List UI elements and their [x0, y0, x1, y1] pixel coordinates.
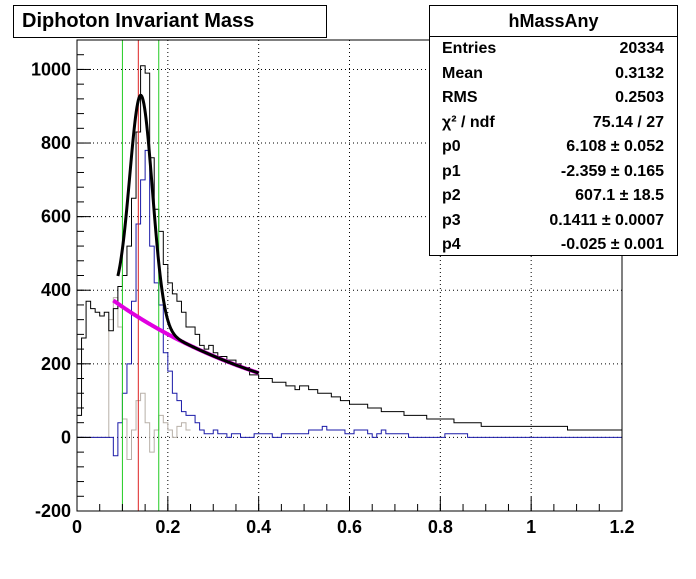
- data-histogram: [76, 65, 622, 438]
- stats-row: RMS 0.2503: [430, 86, 677, 111]
- stats-row: p4 -0.025 ± 0.001: [430, 233, 677, 258]
- stats-value: -0.025 ± 0.001: [560, 236, 664, 253]
- stats-value: 20334: [619, 40, 665, 57]
- y-tick-label: 200: [41, 354, 71, 374]
- x-tick-label: 0.8: [428, 517, 453, 537]
- stats-label: p1: [442, 162, 461, 180]
- x-tick-label: 0.4: [246, 517, 271, 537]
- y-tick-label: 800: [41, 133, 71, 153]
- stats-label: χ² / ndf: [442, 113, 495, 131]
- y-tick-label: 0: [61, 427, 71, 447]
- histogram-series: [76, 65, 622, 460]
- stats-label: Mean: [442, 64, 483, 82]
- y-tick-label: -200: [35, 501, 71, 521]
- x-tick-label: 0.2: [155, 517, 180, 537]
- stats-label: p2: [442, 187, 461, 204]
- stats-label: p0: [442, 138, 461, 155]
- x-tick-label: 1.2: [609, 517, 634, 537]
- stats-name: hMassAny: [430, 6, 677, 37]
- stats-value: 0.2503: [615, 89, 664, 106]
- y-tick-label: 400: [41, 280, 71, 300]
- stats-rows: Entries 20334 Mean 0.3132 RMS 0.2503 χ² / ndf 7…: [430, 37, 677, 258]
- plot-title: Diphoton Invariant Mass: [13, 5, 327, 38]
- stats-label: p3: [442, 211, 461, 229]
- stats-value: 75.14 / 27: [592, 113, 664, 131]
- y-tick-label: 600: [41, 207, 71, 227]
- stats-row: p1 -2.359 ± 0.165: [430, 160, 677, 185]
- stats-row: χ² / ndf 75.14 / 27: [430, 111, 677, 136]
- stats-value: 607.1 ± 18.5: [575, 187, 664, 204]
- stats-row: Entries 20334: [430, 37, 677, 62]
- stats-row: p0 6.108 ± 0.052: [430, 135, 677, 160]
- stats-value: 0.3132: [615, 64, 664, 82]
- stats-row: Mean 0.3132: [430, 62, 677, 87]
- x-tick-label: 0.6: [337, 517, 362, 537]
- signal-histogram: [77, 149, 622, 457]
- grid-lines: [77, 40, 622, 512]
- stats-value: 6.108 ± 0.052: [566, 138, 664, 155]
- x-tick-label: 0: [72, 517, 82, 537]
- stats-label: RMS: [442, 89, 478, 106]
- stats-label: Entries: [442, 40, 497, 57]
- background-histogram: [77, 297, 191, 460]
- stats-row: p3 0.1411 ± 0.0007: [430, 209, 677, 234]
- y-tick-label: 1000: [31, 59, 71, 79]
- total-fit-curve: [116, 93, 260, 375]
- stats-box: hMassAny Entries 20334 Mean 0.3132 RMS 0.2503…: [429, 5, 678, 256]
- stats-value: -2.359 ± 0.165: [560, 162, 664, 180]
- stats-value: 0.1411 ± 0.0007: [549, 211, 664, 229]
- x-tick-label: 1: [526, 517, 536, 537]
- stats-row: p2 607.1 ± 18.5: [430, 184, 677, 209]
- fit-curves: [112, 93, 260, 375]
- stats-label: p4: [442, 236, 461, 253]
